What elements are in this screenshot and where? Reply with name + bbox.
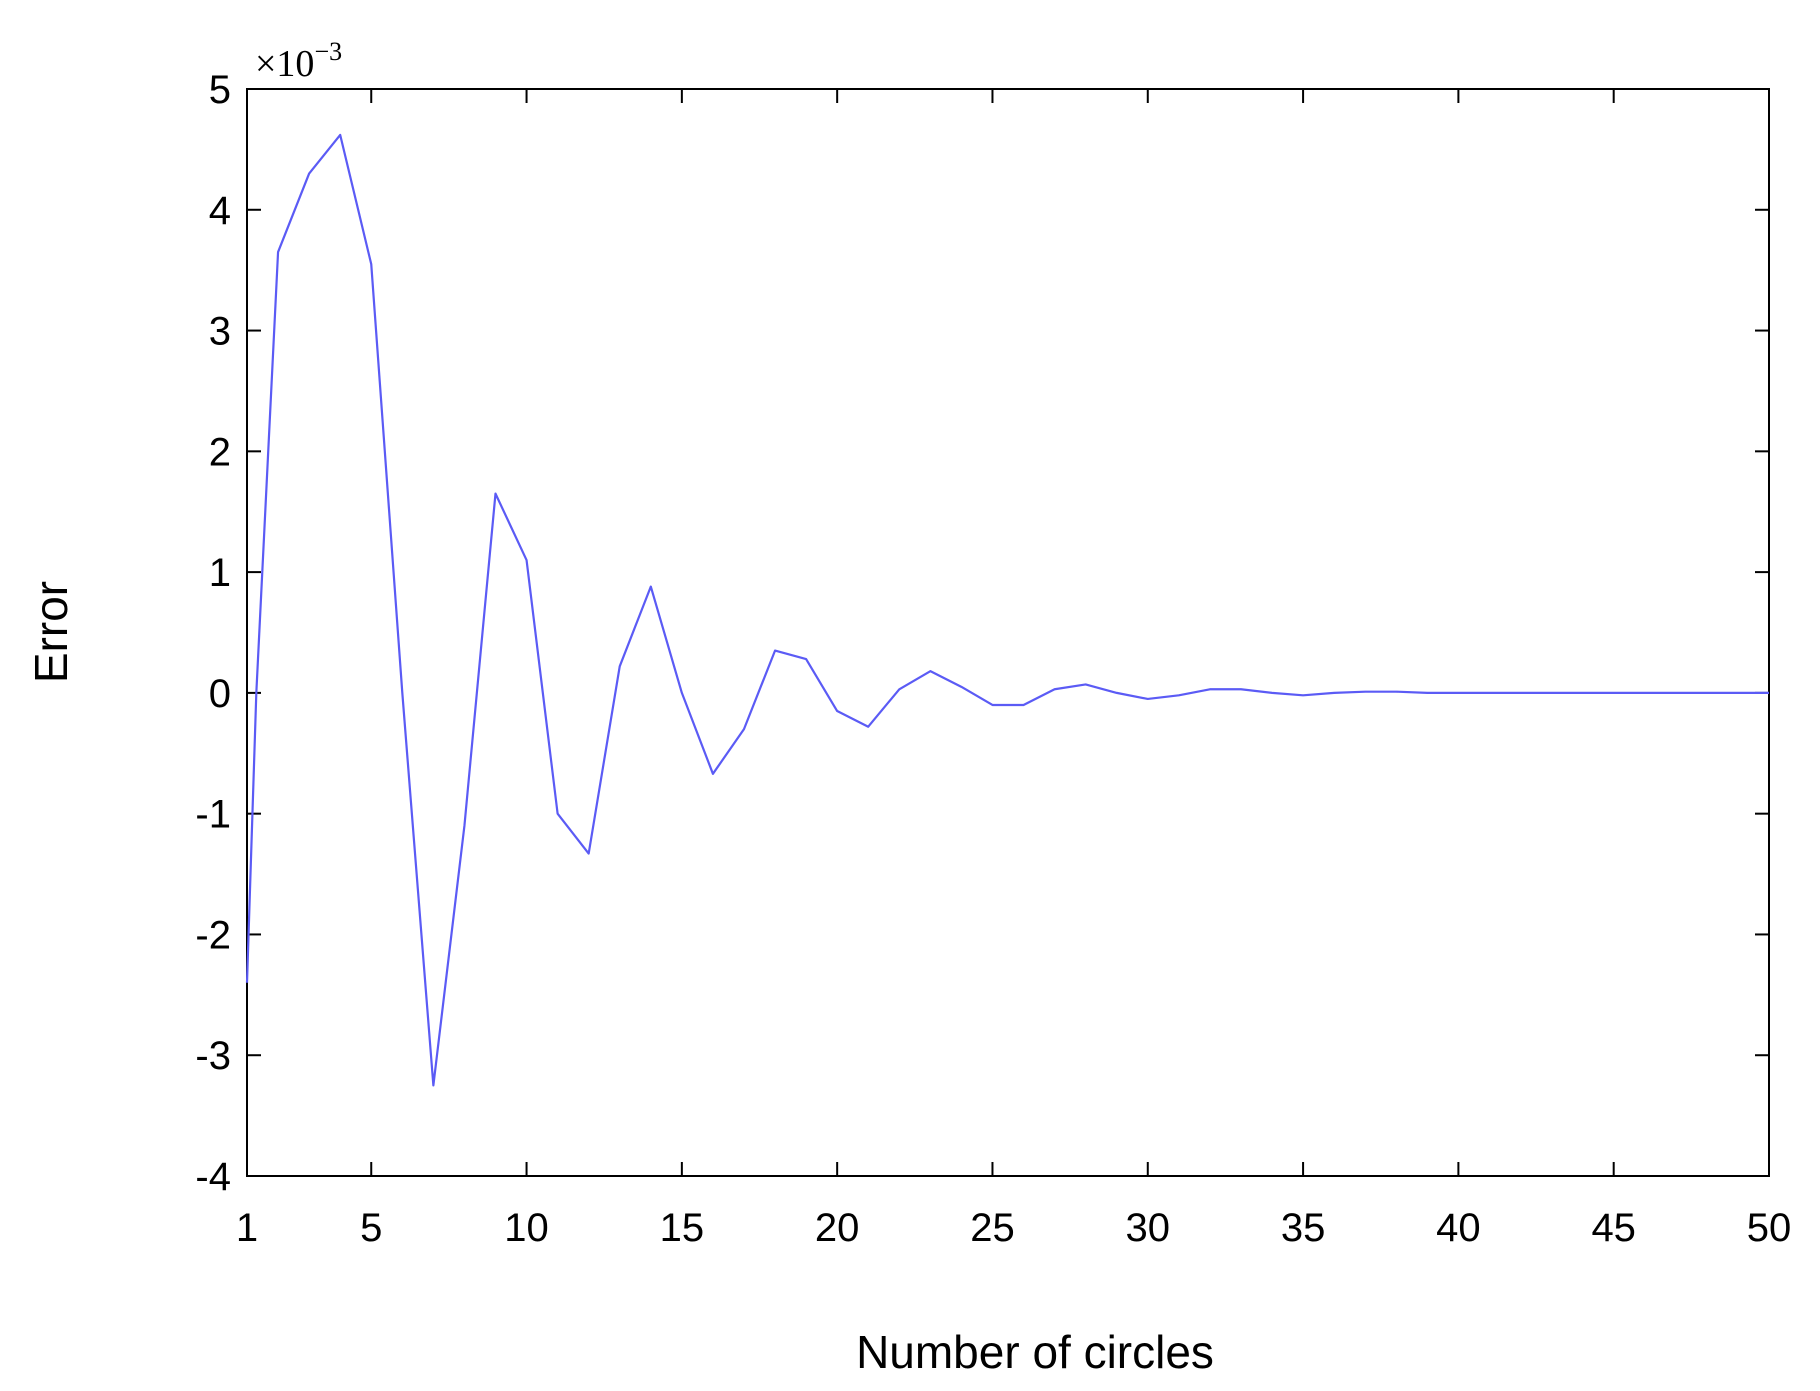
y-exponent-label: ×10−3	[255, 37, 342, 85]
y-tick-labels: -4 -3 -2 -1 0 1 2 3 4 5	[195, 68, 231, 1199]
y-tick-label: 3	[209, 310, 231, 354]
y-tick-label: 0	[209, 672, 231, 716]
y-tick-label: -1	[195, 793, 231, 837]
y-tick-label: 5	[209, 68, 231, 112]
x-tick-label: 1	[236, 1206, 258, 1250]
x-tick-label: 15	[660, 1206, 705, 1250]
x-tick-label: 10	[504, 1206, 549, 1250]
y-tick-label: 2	[209, 430, 231, 474]
x-tick-label: 5	[360, 1206, 382, 1250]
y-tick-label: -2	[195, 913, 231, 957]
y-tick-label: 1	[209, 551, 231, 595]
x-tick-label: 50	[1747, 1206, 1792, 1250]
x-tick-label: 30	[1126, 1206, 1171, 1250]
y-tick-label: -3	[195, 1034, 231, 1078]
plot-area-frame	[246, 88, 1770, 1177]
y-tick-label: 4	[209, 189, 231, 233]
x-tick-label: 25	[970, 1206, 1015, 1250]
x-tick-labels: 1 5 10 15 20 25 30 35 40 45 50	[236, 1206, 1791, 1250]
x-tick-label: 20	[815, 1206, 860, 1250]
y-axis-title: Error	[25, 581, 77, 683]
y-tick-label: -4	[195, 1155, 231, 1199]
error-series-line	[245, 133, 1769, 1087]
axis-ticks	[246, 88, 1770, 1177]
x-tick-label: 45	[1591, 1206, 1636, 1250]
x-tick-label: 35	[1281, 1206, 1326, 1250]
x-tick-label: 40	[1436, 1206, 1481, 1250]
x-axis-title: Number of circles	[856, 1326, 1214, 1378]
